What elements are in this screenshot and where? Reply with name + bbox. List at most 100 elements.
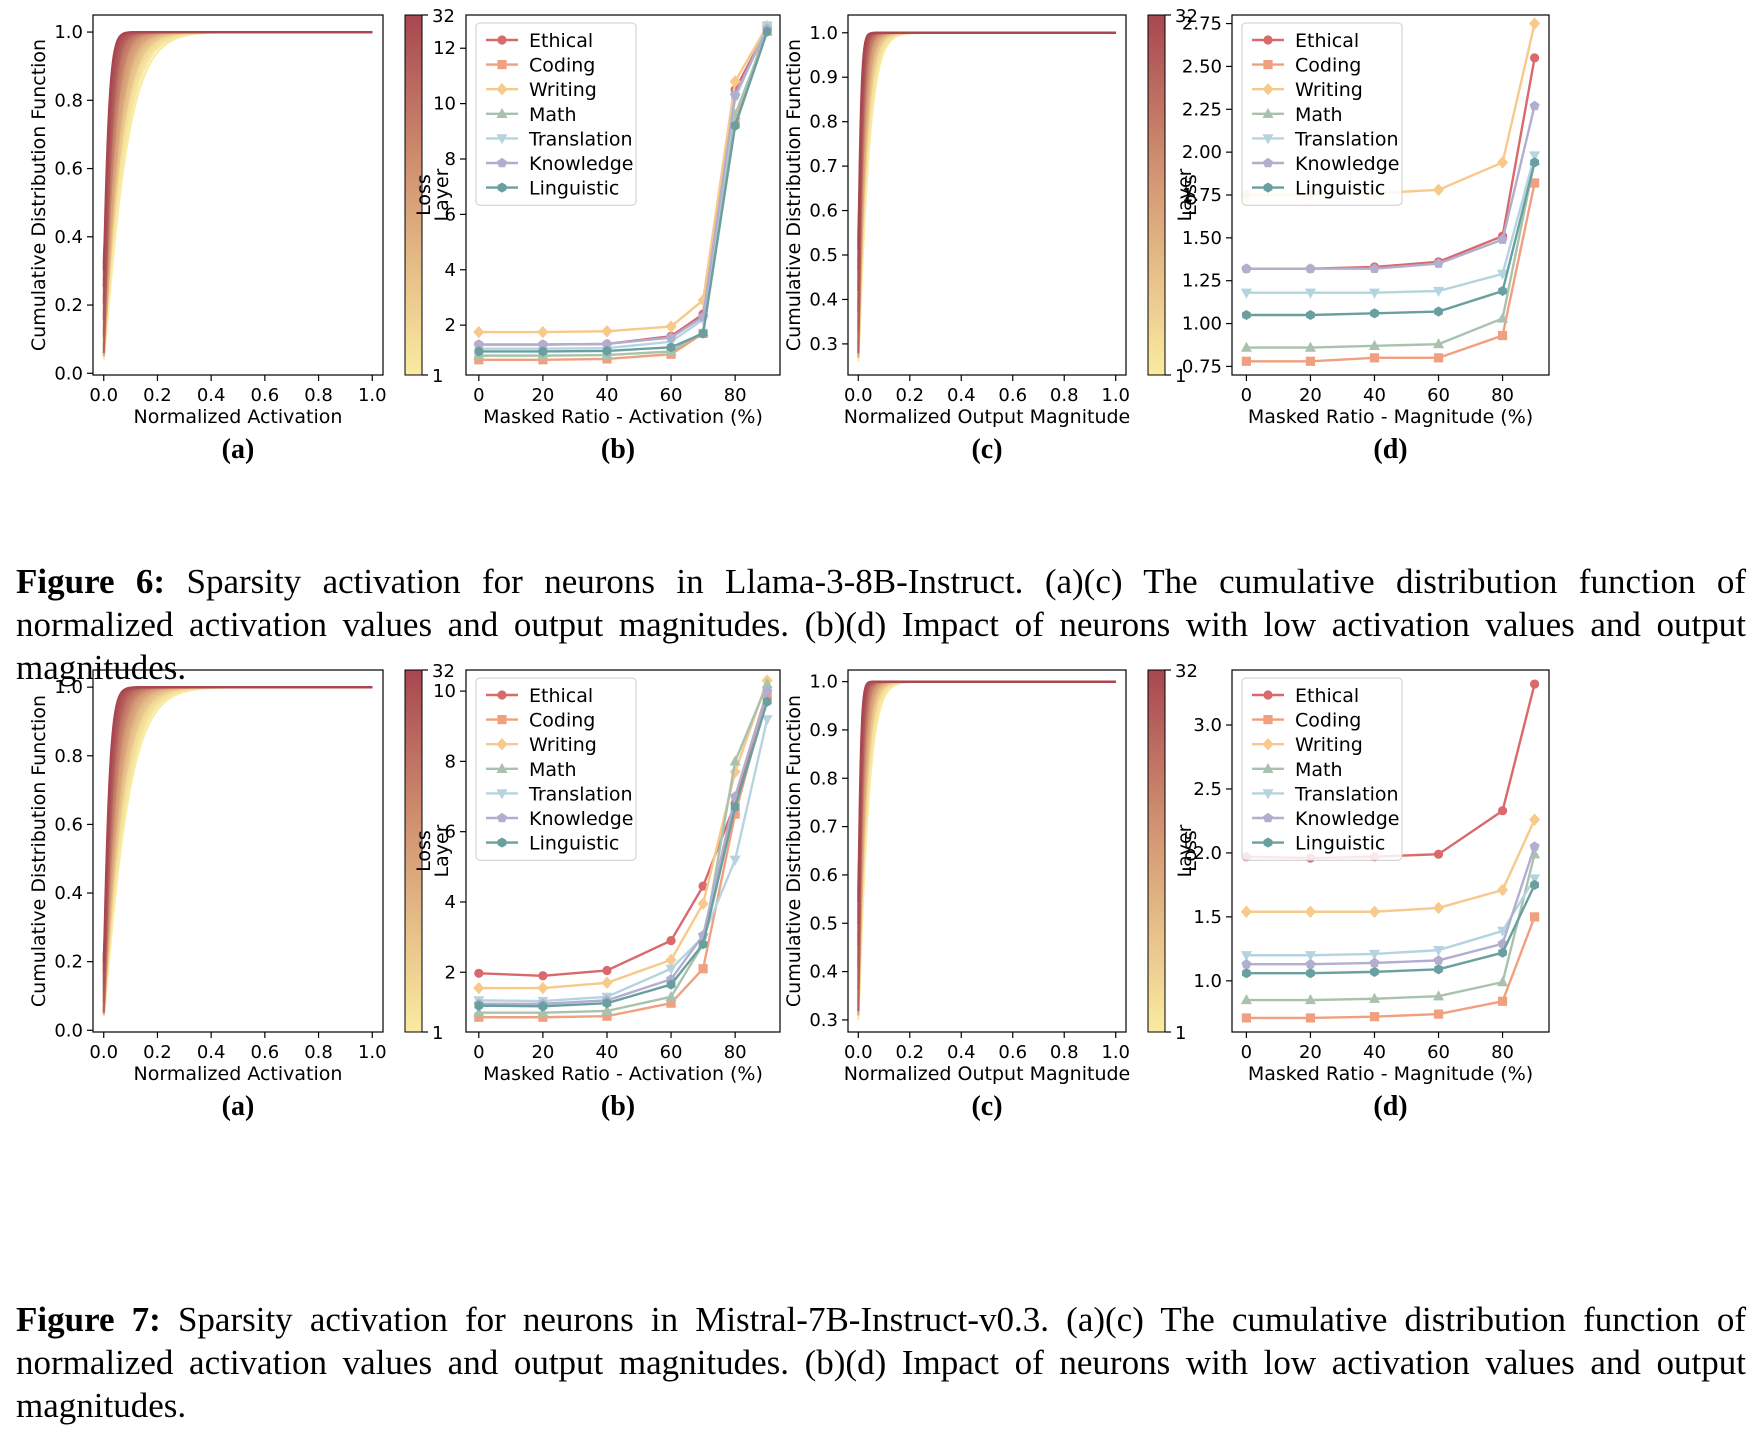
marker-translation-40 xyxy=(1368,949,1381,960)
subfigure-label: (b) xyxy=(601,1091,635,1122)
axes-frame xyxy=(465,669,781,1033)
y-tick-label: 0.0 xyxy=(54,363,83,384)
x-tick-label: 80 xyxy=(724,385,747,406)
figure-6-caption: Figure 6: Sparsity activation for neuron… xyxy=(16,560,1746,689)
marker-coding-40 xyxy=(1369,353,1380,363)
legend-entry-writing: Writing xyxy=(486,734,597,756)
marker-writing-0 xyxy=(1240,905,1252,918)
x-tick-label: 0.2 xyxy=(143,385,172,406)
x-tick-label: 20 xyxy=(531,385,554,406)
y-axis-label: Cumulative Distribution Function xyxy=(28,695,50,1007)
cdf-line-layer-8 xyxy=(857,680,1116,1007)
series-knowledge xyxy=(1241,841,1540,969)
x-tick-label: 0.2 xyxy=(895,1042,924,1063)
y-tick-label: 10 xyxy=(433,681,456,702)
x-tick-label: 1.0 xyxy=(358,385,387,406)
y-axis-label: Loss xyxy=(413,830,435,872)
cdf-line-layer-30 xyxy=(857,31,1116,292)
x-tick-label: 0.8 xyxy=(304,1042,333,1063)
marker-math-80 xyxy=(729,755,741,766)
legend-label: Linguistic xyxy=(529,833,619,855)
marker-translation-80 xyxy=(1497,269,1509,280)
x-tick-label: 80 xyxy=(1491,1042,1514,1063)
x-tick-label: 1.0 xyxy=(1101,385,1130,406)
x-tick-label: 0 xyxy=(1241,1042,1252,1063)
cdf-line-layer-14 xyxy=(102,30,373,357)
chart-f6d: 0 20 40 60 80 0.75 1.00 1.25 1.50 1.75 2.00 2.25 2.5… xyxy=(1179,14,1550,465)
legend-marker xyxy=(1262,107,1274,118)
x-tick-label: 0.2 xyxy=(895,385,924,406)
legend-marker xyxy=(496,762,508,773)
cdf-line-layer-16 xyxy=(857,31,1116,316)
marker-coding-40 xyxy=(1369,1012,1380,1022)
marker-coding-60 xyxy=(1433,353,1444,363)
marker-translation-60 xyxy=(1433,945,1445,957)
legend-label: Math xyxy=(529,104,577,126)
series-line-linguistic xyxy=(1246,162,1536,317)
y-tick-label: 2.5 xyxy=(1193,779,1222,800)
y-tick-label: 0.4 xyxy=(54,883,83,904)
cdf-line-layer-11 xyxy=(857,680,1116,942)
subfigure-label: (d) xyxy=(1373,434,1407,465)
marker-math-60 xyxy=(1433,990,1445,1001)
x-axis-label: Masked Ratio - Magnitude (%) xyxy=(1248,406,1533,428)
marker-writing-90 xyxy=(1529,17,1541,30)
y-axis-label: Cumulative Distribution Function xyxy=(783,695,805,1007)
x-axis-label: Masked Ratio - Magnitude (%) xyxy=(1248,1063,1533,1085)
axes-frame xyxy=(92,669,384,1033)
legend-marker xyxy=(1262,812,1274,823)
marker-writing-40 xyxy=(1368,905,1381,918)
marker-coding-0 xyxy=(1241,1013,1252,1023)
marker-ethical-90 xyxy=(1529,679,1540,689)
legend-label: Ethical xyxy=(1295,30,1359,52)
y-tick-label: 1.0 xyxy=(1193,971,1222,992)
cdf-line-layer-20 xyxy=(857,680,1116,885)
marker-ethical-40 xyxy=(602,965,612,976)
cdf-line-layer-11 xyxy=(102,30,373,301)
y-tick-label: 12 xyxy=(433,38,456,59)
colorbar-min-label: 1 xyxy=(1175,366,1186,387)
legend-marker xyxy=(497,182,507,193)
series-linguistic xyxy=(1242,157,1539,321)
legend-marker xyxy=(1263,60,1273,70)
y-axis-label: Cumulative Distribution Function xyxy=(783,39,805,351)
legend-marker xyxy=(1262,82,1274,96)
x-tick-label: 0.6 xyxy=(998,385,1027,406)
legend-marker xyxy=(1263,715,1273,725)
marker-coding-70 xyxy=(698,964,708,974)
series-translation xyxy=(1240,151,1541,299)
cdf-line-layer-2 xyxy=(857,31,1116,341)
series-writing xyxy=(1240,813,1541,918)
legend-label: Ethical xyxy=(1295,685,1359,707)
marker-knowledge-40 xyxy=(601,338,613,349)
legend-marker xyxy=(1262,134,1274,145)
legend-marker xyxy=(496,107,508,118)
legend-entry-ethical: Ethical xyxy=(486,685,593,707)
legend-marker xyxy=(496,157,508,168)
cdf-line-layer-32 xyxy=(102,686,373,963)
cdf-line-layer-14 xyxy=(857,680,1116,1016)
marker-knowledge-60 xyxy=(1433,955,1444,965)
legend-entry-knowledge: Knowledge xyxy=(1252,808,1399,830)
colorbar-label: Layer xyxy=(431,168,453,221)
legend-marker xyxy=(1262,789,1274,800)
series-line-math xyxy=(1246,853,1536,1002)
x-tick-label: 60 xyxy=(660,385,683,406)
marker-knowledge-20 xyxy=(1305,958,1316,969)
marker-writing-80 xyxy=(729,75,741,88)
colorbar-label: Layer xyxy=(431,824,453,877)
legend-entry-knowledge: Knowledge xyxy=(486,808,633,830)
marker-math-80 xyxy=(1497,976,1509,987)
axes-frame xyxy=(465,14,781,376)
legend-entry-translation: Translation xyxy=(1252,783,1399,805)
subfigure-label: (b) xyxy=(601,434,635,465)
marker-writing-20 xyxy=(1304,905,1316,918)
legend-label: Math xyxy=(1295,104,1343,126)
y-tick-label: 2.00 xyxy=(1182,142,1222,163)
legend-marker xyxy=(497,35,507,45)
legend-label: Knowledge xyxy=(529,808,633,830)
series-line-linguistic xyxy=(1246,884,1536,975)
cdf-line-layer-23 xyxy=(857,31,1116,304)
cdf-line-layer-20 xyxy=(857,31,1116,233)
